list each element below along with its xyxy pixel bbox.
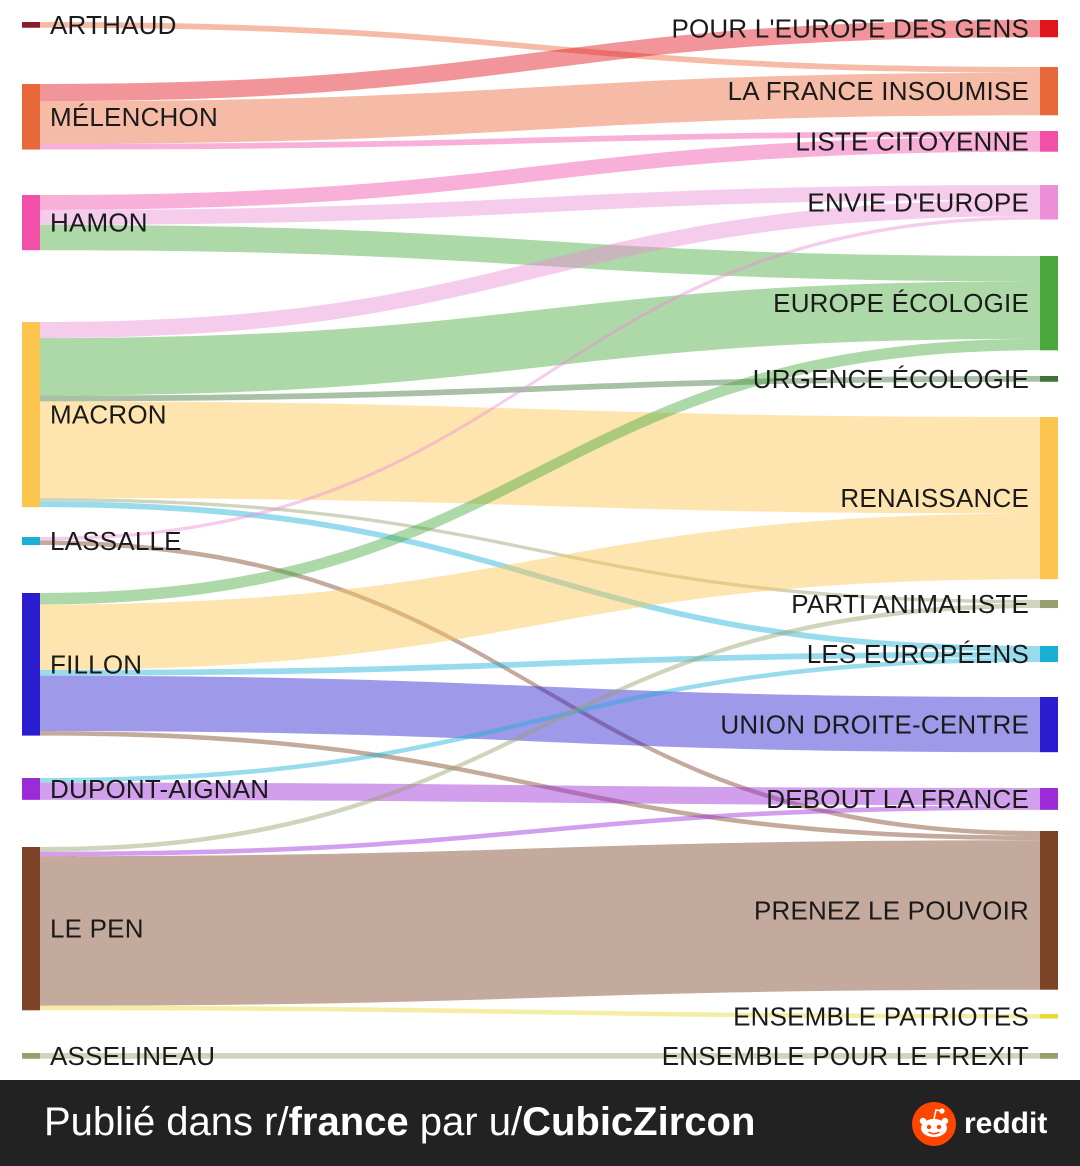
label-dupont: DUPONT-AIGNAN (50, 774, 269, 804)
label-arthaud: ARTHAUD (50, 10, 177, 40)
label-eelv: EUROPE ÉCOLOGIE (773, 288, 1029, 318)
node-lfi (1040, 67, 1058, 116)
flow-fillon-to-udc (40, 675, 1040, 753)
label-envie: ENVIE D'EUROPE (807, 187, 1029, 217)
flow-lassalle-to-envie (40, 216, 1040, 541)
label-dlf: DEBOUT LA FRANCE (766, 784, 1029, 814)
label-udc: UNION DROITE-CENTRE (720, 710, 1029, 740)
attribution-text: Publié dans r/france par u/CubicZircon (44, 1100, 755, 1145)
node-animaliste (1040, 600, 1058, 609)
flow-melenchon-to-citoyenne (40, 131, 1040, 150)
sankey-links (40, 20, 1040, 1059)
sankey-diagram: ARTHAUD MÉLENCHON HAMON MACRON LASSALLE FILLO… (22, 10, 1058, 1071)
label-europeens: LES EUROPÉENS (807, 639, 1029, 669)
label-pour_europe: POUR L'EUROPE DES GENS (671, 14, 1029, 44)
footer-bar: Publié dans r/france par u/CubicZircon r… (0, 1080, 1080, 1166)
flow-fillon-to-renaissance (40, 513, 1040, 671)
flow-macron-to-renaissance (40, 401, 1040, 514)
label-melenchon: MÉLENCHON (50, 102, 218, 132)
node-frexit (1040, 1053, 1058, 1059)
flow-macron-to-envie (40, 199, 1040, 339)
reddit-wordmark: reddit (964, 1107, 1048, 1140)
label-frexit: ENSEMBLE POUR LE FREXIT (662, 1041, 1029, 1071)
flow-hamon-to-envie (40, 185, 1040, 225)
flow-asselineau-to-frexit (40, 1053, 1040, 1059)
node-renaissance (1040, 417, 1058, 580)
label-citoyenne: LISTE CITOYENNE (795, 126, 1029, 156)
node-melenchon (22, 84, 40, 150)
attribution-prefix: Publié dans r/ (44, 1100, 289, 1144)
flow-hamon-to-eelv (40, 224, 1040, 282)
node-fillon (22, 593, 40, 736)
node-macron (22, 322, 40, 508)
label-renaissance: RENAISSANCE (840, 483, 1029, 513)
attribution-middle: par u/ (408, 1100, 523, 1144)
flow-macron-to-urgence (40, 376, 1040, 402)
flow-melenchon-to-lfi (40, 72, 1040, 144)
flow-lepen-to-animaliste (40, 603, 1040, 852)
reddit-alien-icon (912, 1102, 956, 1146)
flow-melenchon-to-pour_europe (40, 20, 1040, 102)
node-eelv (1040, 256, 1058, 351)
flow-lepen-to-patriotes (40, 1005, 1040, 1019)
label-lepen: LE PEN (50, 914, 144, 944)
label-lfi: LA FRANCE INSOUMISE (728, 76, 1029, 106)
sankey-nodes (22, 20, 1058, 1059)
subreddit-link[interactable]: france (288, 1100, 409, 1144)
label-macron: MACRON (50, 400, 167, 430)
label-fillon: FILLON (50, 649, 142, 679)
node-envie (1040, 185, 1058, 220)
label-animaliste: PARTI ANIMALISTE (791, 589, 1029, 619)
node-hamon (22, 195, 40, 251)
flow-macron-to-animaliste (40, 497, 1040, 604)
flow-fillon-to-pouvoir (40, 731, 1040, 841)
label-hamon: HAMON (50, 208, 148, 238)
flow-lepen-to-pouvoir (40, 840, 1040, 1006)
node-pour_europe (1040, 20, 1058, 38)
node-europeens (1040, 646, 1058, 663)
node-lassalle (22, 537, 40, 546)
node-dlf (1040, 788, 1058, 810)
flow-arthaud-to-lfi (40, 22, 1040, 73)
label-urgence: URGENCE ÉCOLOGIE (753, 364, 1029, 394)
flow-hamon-to-citoyenne (40, 136, 1040, 210)
node-asselineau (22, 1053, 40, 1059)
flow-fillon-to-europeens (40, 651, 1040, 676)
label-asselineau: ASSELINEAU (50, 1041, 215, 1071)
flow-lassalle-to-pouvoir (40, 540, 1040, 836)
node-pouvoir (1040, 831, 1058, 990)
label-patriotes: ENSEMBLE PATRIOTES (733, 1001, 1029, 1031)
flow-dupont-to-dlf (40, 782, 1040, 806)
label-lassalle: LASSALLE (50, 526, 182, 556)
label-pouvoir: PRENEZ LE POUVOIR (754, 895, 1029, 925)
sankey-labels: ARTHAUD MÉLENCHON HAMON MACRON LASSALLE FILLO… (50, 10, 1029, 1071)
node-urgence (1040, 376, 1058, 382)
reddit-logo[interactable]: reddit (912, 1102, 1047, 1146)
flow-fillon-to-eelv (40, 338, 1040, 605)
node-lepen (22, 847, 40, 1011)
flow-macron-to-europeens (40, 501, 1040, 652)
node-arthaud (22, 22, 40, 28)
node-patriotes (1040, 1014, 1058, 1019)
node-udc (1040, 697, 1058, 753)
username-link[interactable]: CubicZircon (522, 1100, 756, 1144)
flow-dupont-to-europeens (40, 657, 1040, 783)
node-dupont (22, 778, 40, 800)
node-citoyenne (1040, 131, 1058, 152)
flow-lepen-to-dlf (40, 805, 1040, 857)
flow-macron-to-eelv (40, 281, 1040, 396)
